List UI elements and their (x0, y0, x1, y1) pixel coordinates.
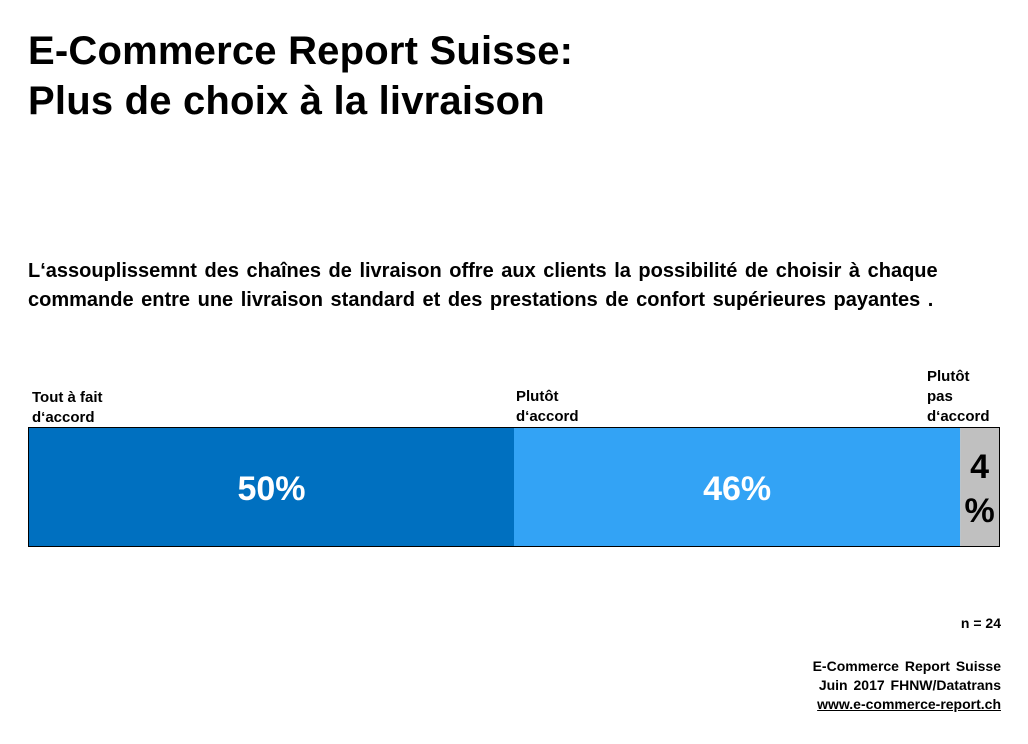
title-line-1: E-Commerce Report Suisse: (28, 29, 574, 73)
data-label-tout-a-fait-daccord: 50% (237, 470, 305, 508)
data-label-plutot-daccord: 46% (703, 470, 771, 508)
sample-size-note: n = 24 (960, 615, 1001, 631)
bar-segment-tout-a-fait-daccord (29, 428, 514, 546)
stacked-bar-chart: 50% 46% 4% (28, 427, 1000, 547)
stacked-bar-svg: 50% 46% 4% (29, 428, 999, 546)
title-line-2: Plus de choix à la livraison (28, 79, 545, 123)
source-link[interactable]: www.e-commerce-report.ch (817, 696, 1001, 712)
survey-statement: L‘assouplissemnt des chaînes de livraiso… (28, 260, 938, 311)
source-line-2: Juin 2017 FHNW/Datatrans (818, 677, 1001, 693)
source-block: E-Commerce Report Suisse Juin 2017 FHNW/… (813, 657, 1001, 714)
category-label-plutot-pas-daccord: Plutôt pas d‘accord (927, 368, 990, 425)
source-line-1: E-Commerce Report Suisse (812, 658, 1001, 674)
bar-segment-plutot-daccord (514, 428, 961, 546)
category-label-plutot-daccord: Plutôt d‘accord (516, 388, 579, 425)
page-title: E-Commerce Report Suisse: Plus de choix … (28, 26, 573, 126)
category-label-tout-a-fait-daccord: Tout à fait d‘accord (32, 389, 103, 426)
data-label-plutot-pas-daccord: 4% (964, 448, 994, 530)
bar-segment-plutot-pas-daccord (960, 428, 999, 546)
